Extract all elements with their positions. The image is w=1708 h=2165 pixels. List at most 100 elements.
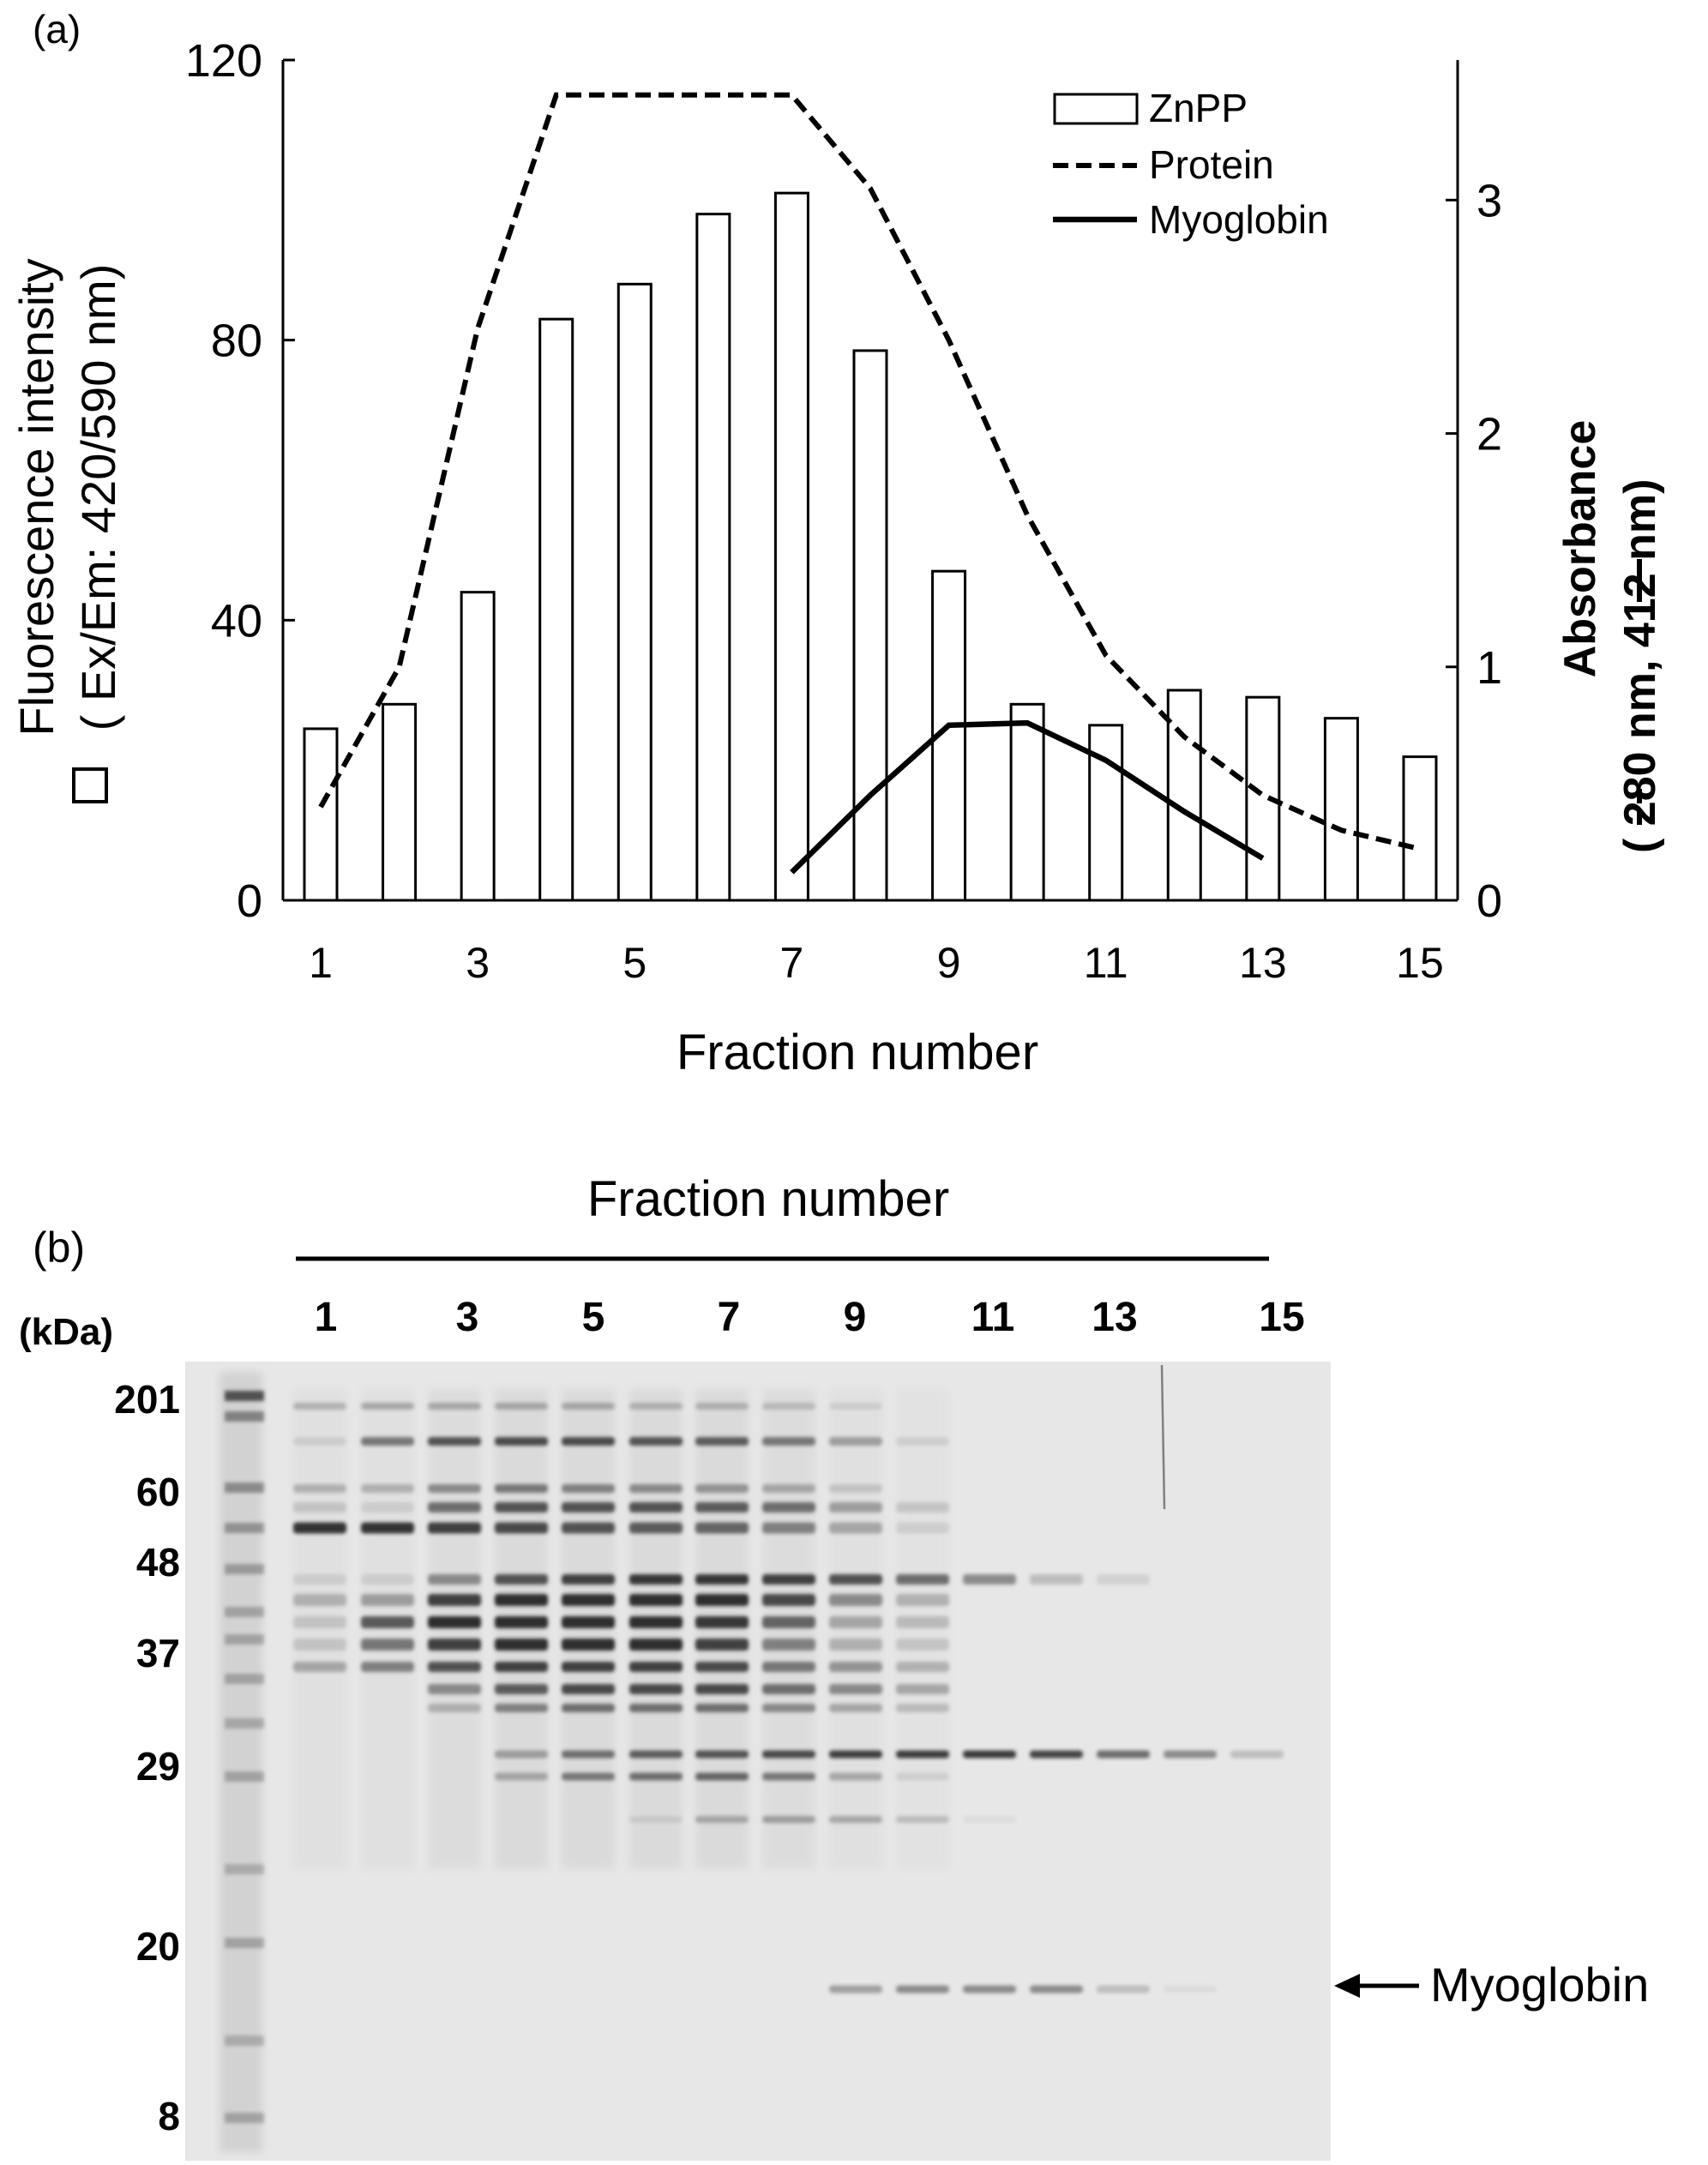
gel-header: Fraction number xyxy=(587,1171,949,1227)
right-axis-title: Absorbance ( 280 nm, 412 nm) xyxy=(1555,420,1665,853)
right-axis-title-gap1 xyxy=(1615,826,1665,838)
right-axis-title-line1: Absorbance xyxy=(1555,420,1605,678)
gel-bands xyxy=(220,1364,1284,2152)
ladder-band xyxy=(225,2113,264,2123)
left-axis-title-line2: ( Ex/Em: 420/590 nm) xyxy=(71,264,125,731)
znpp-bar xyxy=(616,282,653,902)
lane-smear xyxy=(762,1389,815,1869)
marker-label: 29 xyxy=(136,1744,180,1789)
ladder-band xyxy=(225,1391,264,1401)
gel-band xyxy=(1030,1574,1083,1585)
myoglobin-arrow-head xyxy=(1334,1974,1360,1998)
znpp-bar xyxy=(460,591,496,902)
lane-label: 15 xyxy=(1259,1295,1304,1340)
lane-smear xyxy=(361,1389,414,1869)
right-axis-title-open: ( xyxy=(1615,838,1665,853)
x-tick-label: 1 xyxy=(309,939,333,987)
ladder-band xyxy=(225,1482,264,1493)
znpp-bar xyxy=(1323,717,1359,902)
x-tick-label: 7 xyxy=(780,939,804,987)
gel-band xyxy=(1030,1750,1083,1759)
left-tick-label: 0 xyxy=(237,875,262,927)
x-axis-title: Fraction number xyxy=(677,1025,1038,1080)
ladder-band xyxy=(225,1674,264,1684)
left-tick-label: 120 xyxy=(185,35,262,87)
znpp-bar xyxy=(1009,702,1045,902)
lane-smear xyxy=(293,1389,346,1869)
gel-band xyxy=(1097,1574,1150,1585)
myoglobin-arrow-label: Myoglobin xyxy=(1430,1958,1649,2012)
panel-b-label: (b) xyxy=(33,1224,85,1272)
marker-label: 201 xyxy=(114,1377,180,1422)
left-tick-label: 80 xyxy=(211,316,262,367)
ladder-band xyxy=(225,1411,264,1422)
right-tick-label: 0 xyxy=(1476,875,1502,927)
x-tick-label: 15 xyxy=(1396,939,1444,987)
gel-image xyxy=(185,1362,1331,2161)
ladder-smear xyxy=(220,1372,262,2152)
x-tick-label: 9 xyxy=(937,939,961,987)
znpp-bar xyxy=(382,702,418,902)
lane-smear xyxy=(695,1389,749,1869)
gel-band xyxy=(963,1816,1016,1823)
ladder-band xyxy=(225,1718,264,1729)
left-ticks: 0 40 80 120 xyxy=(185,35,295,927)
x-ticks: 1 3 5 7 9 11 13 15 xyxy=(309,939,1444,987)
ladder-band xyxy=(225,1864,264,1874)
znpp-bar xyxy=(695,213,731,902)
ladder-band xyxy=(225,1771,264,1782)
legend-myoglobin-label: Myoglobin xyxy=(1149,197,1329,242)
znpp-bar xyxy=(852,349,888,902)
legend: ZnPP Protein Myoglobin xyxy=(1053,86,1329,242)
marker-label: 37 xyxy=(136,1631,180,1675)
gel-band xyxy=(1097,1985,1150,1994)
right-tick-label: 3 xyxy=(1476,175,1502,226)
myoglobin-arrow: Myoglobin xyxy=(1334,1958,1649,2012)
x-tick-label: 11 xyxy=(1084,939,1128,987)
left-axis-title-open: ( xyxy=(71,714,125,731)
lane-label: 7 xyxy=(718,1295,741,1340)
znpp-bar xyxy=(773,191,809,902)
panel-b: (b) Fraction number (kDa) 1 3 5 7 9 11 13 15 20… xyxy=(19,1171,1649,2161)
left-axis-title-rest: Ex/Em: 420/590 nm) xyxy=(71,264,125,701)
znpp-bar xyxy=(303,727,339,902)
lane-label: 3 xyxy=(456,1295,479,1340)
right-tick-label: 2 xyxy=(1476,409,1502,460)
znpp-bar xyxy=(1402,755,1438,902)
right-axis-title-gap2 xyxy=(1615,647,1665,659)
gel-band xyxy=(963,1750,1016,1759)
lane-smear xyxy=(562,1389,615,1869)
gel-band xyxy=(963,1985,1016,1994)
lane-label: 13 xyxy=(1092,1295,1137,1340)
legend-znpp-swatch xyxy=(1053,93,1139,125)
left-tick-label: 40 xyxy=(211,595,262,646)
protein-line xyxy=(318,92,1421,852)
marker-label: 48 xyxy=(136,1540,180,1585)
left-axis-title: Fluorescence intensity ( Ex/Em: 420/590 … xyxy=(9,258,125,803)
gel-band xyxy=(1230,1750,1284,1759)
gel-scratch xyxy=(1160,1364,1166,1510)
gel-band xyxy=(1164,1985,1217,1994)
ladder-band xyxy=(225,1607,264,1617)
znpp-bar xyxy=(1166,689,1202,902)
znpp-bar xyxy=(1088,724,1124,902)
left-axis-title-line1: Fluorescence intensity xyxy=(9,258,63,736)
marker-label: 60 xyxy=(136,1470,180,1514)
gel-band xyxy=(963,1574,1016,1585)
x-tick-label: 13 xyxy=(1239,939,1287,987)
lane-labels: 1 3 5 7 9 11 13 15 xyxy=(315,1295,1305,1340)
lane-label: 5 xyxy=(582,1295,605,1340)
bar-swatch-in-title xyxy=(72,767,108,803)
ladder-band xyxy=(225,1564,264,1574)
lane-label: 11 xyxy=(971,1295,1015,1340)
marker-label: 20 xyxy=(136,1924,180,1969)
lane-label: 9 xyxy=(844,1295,867,1340)
lane-smear xyxy=(896,1389,949,1869)
gel-band xyxy=(1030,1985,1083,1994)
marker-label: 8 xyxy=(158,2094,180,2138)
left-axis-title-gap xyxy=(71,701,125,715)
right-tick-label: 1 xyxy=(1476,642,1502,694)
legend-protein-label: Protein xyxy=(1149,142,1274,187)
right-ticks: 0 1 2 3 xyxy=(1446,175,1502,927)
